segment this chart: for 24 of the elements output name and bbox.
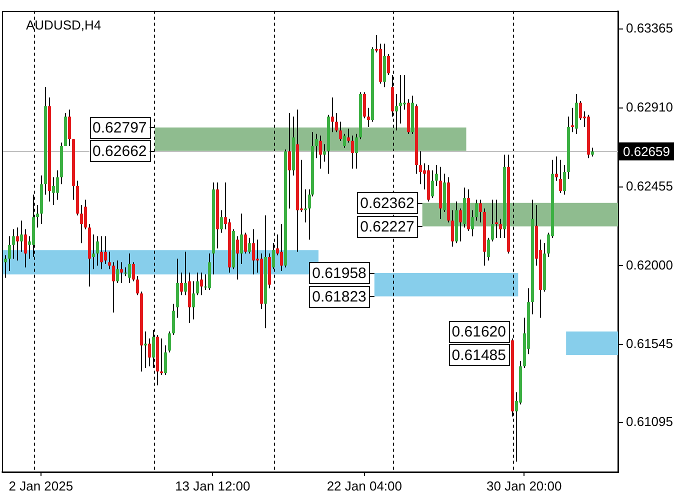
y-tick-label: 0.62910 [626, 99, 673, 114]
annotation: 0.61823 [312, 288, 366, 306]
annotation: 0.62797 [92, 120, 147, 137]
candlestick [144, 332, 147, 368]
text: AUDUSD,H4 [26, 17, 102, 32]
annotation: 0.62662 [92, 143, 147, 160]
annotation: 0.62362 [360, 195, 414, 212]
y-tick-label: 0.61545 [626, 336, 673, 352]
annotation: 0.62227 [360, 218, 414, 236]
y-tick-label: 0.63365 [626, 20, 673, 36]
ref-line-label: 0.62659 [623, 144, 670, 159]
candlestick [403, 74, 406, 110]
annotation: 0.61620 [452, 324, 506, 341]
x-tick-label: 13 Jan 12:00 [175, 478, 250, 494]
annotation: 0.61958 [312, 265, 366, 282]
y-tick-label: 0.62455 [626, 178, 673, 194]
candlestick [399, 74, 402, 124]
x-tick-label: 2 Jan 2025 [8, 478, 74, 494]
candlestick [571, 108, 574, 132]
y-tick-label: 0.61095 [626, 414, 673, 430]
annotation: 0.61485 [452, 347, 506, 364]
y-tick-label: 0.62000 [626, 257, 673, 272]
x-tick-label: 22 Jan 04:00 [326, 478, 402, 494]
x-tick-label: 30 Jan 20:00 [486, 478, 562, 494]
